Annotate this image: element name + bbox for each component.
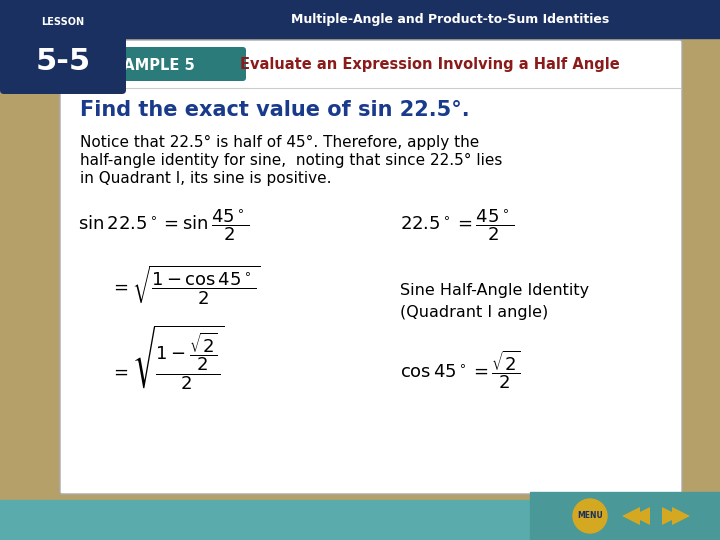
Text: Notice that 22.5° is half of 45°. Therefore, apply the: Notice that 22.5° is half of 45°. Theref… (80, 134, 480, 150)
Text: $= \sqrt{\dfrac{1-\dfrac{\sqrt{2}}{2}}{2}}$: $= \sqrt{\dfrac{1-\dfrac{\sqrt{2}}{2}}{2… (110, 323, 225, 393)
Polygon shape (622, 507, 640, 525)
Text: $= \sqrt{\dfrac{1-\cos 45^\circ}{2}}$: $= \sqrt{\dfrac{1-\cos 45^\circ}{2}}$ (110, 264, 261, 307)
Text: Evaluate an Expression Involving a Half Angle: Evaluate an Expression Involving a Half … (240, 57, 620, 72)
Text: 5-5: 5-5 (35, 48, 91, 77)
FancyBboxPatch shape (0, 0, 126, 94)
Polygon shape (672, 507, 690, 525)
Polygon shape (632, 507, 650, 525)
Bar (0, 500, 720, 540)
Text: $22.5^\circ = \dfrac{45^\circ}{2}$: $22.5^\circ = \dfrac{45^\circ}{2}$ (400, 207, 514, 243)
FancyBboxPatch shape (65, 47, 246, 81)
Bar (530, 492, 720, 540)
FancyBboxPatch shape (60, 40, 682, 494)
Polygon shape (662, 507, 680, 525)
Text: LESSON: LESSON (42, 17, 84, 27)
Text: half-angle identity for sine,  noting that since 22.5° lies: half-angle identity for sine, noting tha… (80, 152, 503, 167)
Text: $\mathrm{sin}\,22.5^\circ = \mathrm{sin}\,\dfrac{45^\circ}{2}$: $\mathrm{sin}\,22.5^\circ = \mathrm{sin}… (78, 207, 249, 243)
Text: Multiple-Angle and Product-to-Sum Identities: Multiple-Angle and Product-to-Sum Identi… (291, 12, 609, 25)
Text: $\cos 45^\circ = \dfrac{\sqrt{2}}{2}$: $\cos 45^\circ = \dfrac{\sqrt{2}}{2}$ (400, 349, 520, 392)
Circle shape (573, 499, 607, 533)
Text: in Quadrant I, its sine is positive.: in Quadrant I, its sine is positive. (80, 171, 331, 186)
Text: Find the exact value of sin 22.5°.: Find the exact value of sin 22.5°. (80, 100, 469, 120)
Bar (0, 0, 720, 38)
Text: MENU: MENU (577, 511, 603, 521)
Text: Sine Half-Angle Identity: Sine Half-Angle Identity (400, 282, 589, 298)
Text: EXAMPLE 5: EXAMPLE 5 (102, 57, 194, 72)
Text: (Quadrant I angle): (Quadrant I angle) (400, 305, 548, 320)
